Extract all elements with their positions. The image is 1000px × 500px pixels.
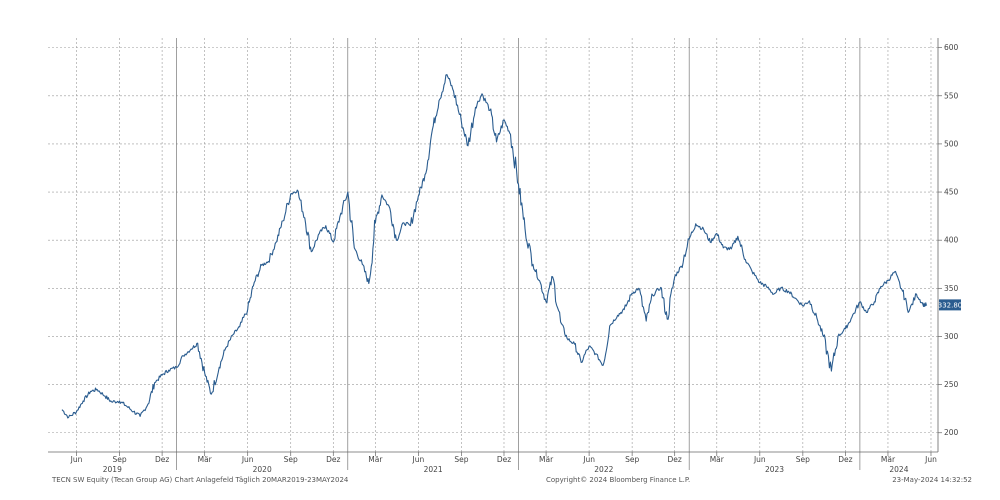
tick-labels: 200 250 300 350 400 450 500 550 600 Jun Sep Dez Mär J… — [70, 43, 963, 474]
y-tick-label: 300 — [944, 332, 959, 341]
x-tick-label: Jun — [241, 455, 254, 464]
y-tick-label: 400 — [944, 236, 959, 245]
x-tick-label: Sep — [625, 455, 639, 464]
x-tick-label: Mär — [710, 455, 725, 464]
year-label: 2021 — [424, 465, 443, 474]
y-tick-label: 600 — [944, 43, 959, 52]
y-tick-label: 550 — [944, 91, 959, 100]
last-value-box — [939, 299, 961, 311]
footer-security-info: TECN SW Equity (Tecan Group AG) Chart An… — [52, 476, 349, 484]
x-tick-label: Jun — [412, 455, 425, 464]
x-tick-label: Jun — [582, 455, 595, 464]
x-tick-label: Mär — [368, 455, 383, 464]
year-label: 2022 — [594, 465, 613, 474]
x-tick-label: Dez — [668, 455, 682, 464]
price-series-line — [61, 74, 928, 419]
year-label: 2023 — [765, 465, 784, 474]
x-tick-label: Sep — [284, 455, 298, 464]
x-tick-label: Dez — [326, 455, 340, 464]
x-tick-label: Mär — [881, 455, 896, 464]
series-area — [61, 74, 928, 419]
x-tick-label: Jun — [753, 455, 766, 464]
x-tick-label: Jun — [70, 455, 83, 464]
year-label: 2019 — [103, 465, 122, 474]
footer-copyright: Copyright© 2024 Bloomberg Finance L.P. — [546, 476, 691, 484]
x-tick-label: Dez — [838, 455, 852, 464]
x-tick-label: Mär — [198, 455, 213, 464]
y-tick-label: 350 — [944, 284, 959, 293]
x-tick-label: Sep — [454, 455, 468, 464]
footer-timestamp: 23-May-2024 14:32:52 — [892, 476, 972, 484]
x-tick-label: Dez — [155, 455, 169, 464]
gridlines — [48, 38, 938, 470]
x-tick-label: Dez — [497, 455, 511, 464]
last-value-label: 332.80 — [938, 301, 963, 309]
x-tick-label: Sep — [796, 455, 810, 464]
x-tick-label: Sep — [112, 455, 126, 464]
y-tick-label: 200 — [944, 428, 959, 437]
y-tick-label: 250 — [944, 380, 959, 389]
y-tick-label: 500 — [944, 139, 959, 148]
year-label: 2020 — [253, 465, 272, 474]
axes — [48, 38, 942, 456]
year-label: 2024 — [889, 465, 908, 474]
x-tick-label: Jun — [924, 455, 937, 464]
x-tick-label: Mär — [539, 455, 554, 464]
y-tick-label: 450 — [944, 188, 959, 197]
